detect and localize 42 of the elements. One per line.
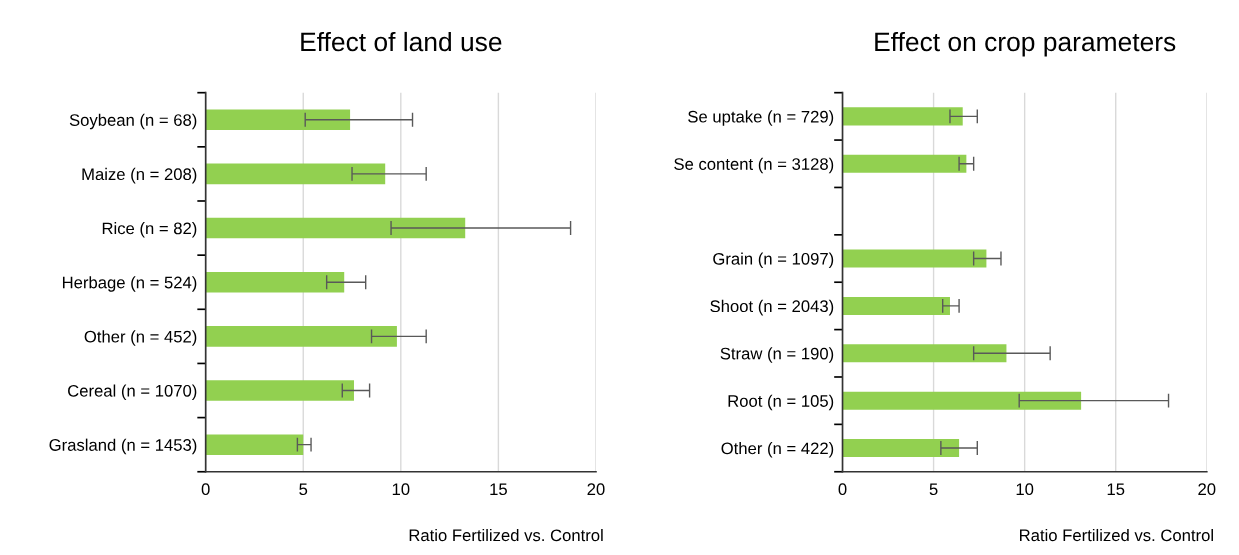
bar: [205, 109, 351, 131]
chart-title: Effect on crop parameters: [875, 31, 1176, 57]
bar: [842, 439, 960, 458]
y-tick-label: Se uptake (n = 729): [688, 110, 834, 126]
y-tick-label: Other (n = 452): [84, 330, 197, 346]
x-tick-label: 20: [587, 483, 605, 496]
x-tick-label: 0: [201, 483, 210, 496]
y-tick-label: Grain (n = 1097): [713, 252, 834, 269]
chart-title: Effect of land use: [301, 31, 502, 52]
x-tick-label: 15: [490, 483, 507, 496]
bar: [205, 326, 397, 347]
bar: [842, 391, 1082, 410]
x-tick-label: 5: [299, 483, 308, 496]
x-tick-label: 20: [1198, 483, 1216, 496]
bar: [205, 380, 354, 401]
y-tick-label: Rice (n = 82): [102, 222, 197, 238]
y-tick-label: Maize (n = 208): [82, 167, 197, 184]
x-axis-title: Ratio Fertilized vs. Control: [1020, 528, 1213, 542]
y-tick-label: Shoot (n = 2043): [710, 299, 834, 316]
x-tick-label: 10: [1016, 483, 1034, 496]
y-tick-label: Soybean (n = 68): [69, 113, 197, 130]
y-tick-label: Grasland (n = 1453): [49, 438, 197, 455]
x-tick-label: 15: [1107, 483, 1125, 496]
bar: [205, 163, 386, 185]
bar: [842, 296, 950, 315]
y-tick-label: Other (n = 422): [721, 442, 834, 458]
x-axis-title: Ratio Fertilized vs. Control: [409, 528, 603, 542]
x-tick-label: 5: [929, 483, 938, 496]
y-tick-label: Se content (n = 3128): [674, 157, 834, 174]
bar: [842, 107, 963, 126]
bar: [842, 344, 1007, 363]
y-tick-label: Cereal (n = 1070): [68, 384, 197, 401]
bar: [205, 271, 345, 293]
x-tick-label: 10: [392, 483, 410, 496]
bar: [205, 217, 466, 239]
bar: [205, 434, 304, 455]
y-tick-label: Root (n = 105): [728, 394, 834, 411]
bar: [842, 249, 987, 268]
x-tick-label: 0: [838, 483, 847, 496]
y-tick-label: Herbage (n = 524): [62, 276, 197, 292]
bar: [842, 154, 967, 173]
y-tick-label: Straw (n = 190): [720, 347, 834, 363]
